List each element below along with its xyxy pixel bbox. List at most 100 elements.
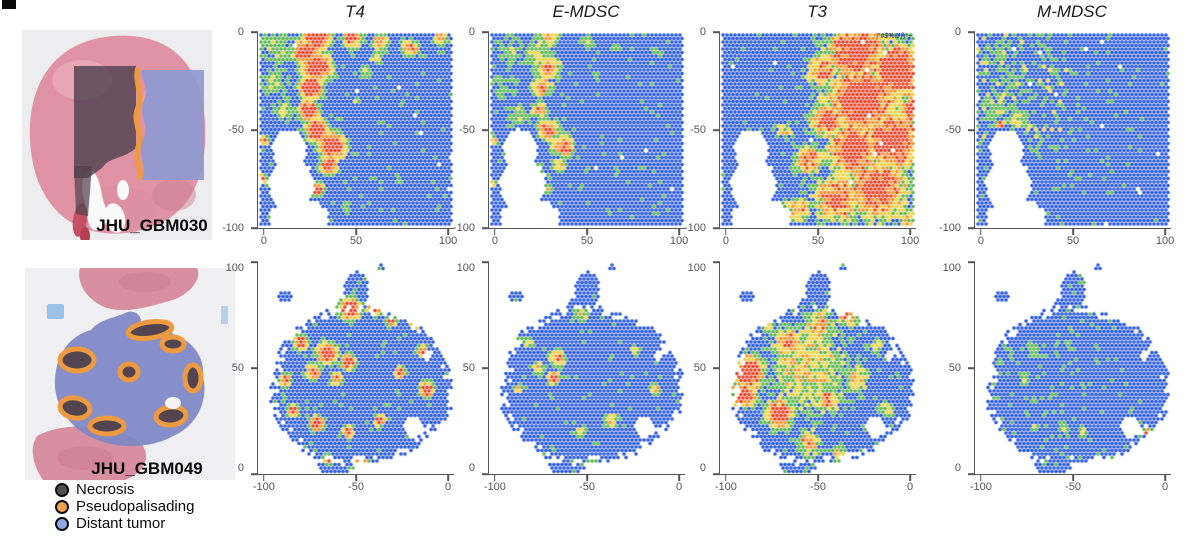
axis-tick	[1164, 474, 1166, 481]
y-tick-label: 100	[942, 262, 961, 275]
x-axis: 0 50 100	[975, 235, 1174, 253]
axis-tick	[725, 474, 727, 481]
pseudopalisading-dot-icon	[55, 499, 69, 514]
x-tick-label: 100	[438, 235, 458, 247]
x-axis: -100 -50 0	[484, 481, 685, 499]
histology-image-gbm030: JHU_GBM030	[22, 30, 212, 240]
axis-tick	[968, 367, 975, 369]
y-axis: 0 -50 -100	[937, 26, 969, 234]
x-axis: -100 -50 0	[970, 481, 1171, 499]
plot-annotation: !"#$%&'()*+	[876, 33, 912, 40]
heatmap-gbm030-t4	[258, 32, 454, 228]
y-tick-label: -100	[683, 222, 706, 234]
axis-tick	[678, 474, 680, 481]
histology-image-gbm049: JHU_GBM049	[25, 268, 235, 480]
x-tick-label: -100	[483, 481, 506, 493]
plot-gbm049-t3: 100 50 0 -100 -50 0	[688, 261, 916, 493]
pseudopalisading-band	[133, 67, 143, 182]
axis-tick	[725, 228, 727, 235]
x-tick-label: 100	[900, 235, 920, 247]
axis-tick	[586, 474, 588, 481]
y-tick-label: -50	[228, 124, 244, 136]
axis-tick	[968, 473, 975, 475]
x-tick-label: -100	[252, 481, 275, 493]
axis-tick	[494, 474, 496, 481]
axis-tick	[968, 261, 975, 263]
y-axis: 0 -50 -100	[220, 26, 252, 234]
plot-gbm030-t3: !"#$%&'()*+ 0 -50 -100 0 50 100	[684, 26, 919, 247]
y-tick-label: 50	[948, 362, 961, 374]
axis-tick	[713, 227, 720, 229]
axis-tick	[909, 474, 911, 481]
axis-tick	[494, 228, 496, 235]
axis-tick	[817, 474, 819, 481]
x-tick-label: 0	[676, 481, 683, 493]
legend-label: Pseudopalisading	[76, 498, 195, 515]
heatmap-gbm049-e-mdsc	[489, 262, 685, 474]
plot-gbm049-e-mdsc: 100 50 0 -100 -50 0	[457, 261, 685, 493]
x-tick-label: 50	[1066, 235, 1080, 247]
x-tick-label: 50	[811, 235, 825, 247]
y-tick-label: -100	[938, 222, 961, 234]
axis-tick	[482, 227, 489, 229]
legend-item-pseudopalisading: Pseudopalisading	[55, 498, 194, 515]
heatmap-gbm049-t4	[258, 262, 454, 474]
distant-tumor-region	[140, 70, 204, 180]
column-title-m-mdsc: M-MDSC	[1037, 2, 1107, 21]
y-tick-label: 0	[468, 26, 475, 38]
heatmap-gbm030-e-mdsc	[489, 32, 685, 228]
necrosis-region	[74, 66, 136, 178]
axis-tick	[482, 31, 489, 33]
sample-label-gbm030: JHU_GBM030	[96, 216, 208, 235]
legend-item-distant-tumor: Distant tumor	[55, 515, 194, 532]
x-tick-label: 0	[445, 481, 452, 493]
y-tick-label: 0	[237, 26, 244, 38]
y-tick-label: 50	[462, 362, 475, 374]
x-tick-label: 0	[722, 235, 729, 247]
axis-tick	[251, 473, 258, 475]
y-tick-label: 0	[954, 461, 961, 474]
axis-tick	[263, 228, 265, 235]
axis-tick	[713, 367, 720, 369]
x-axis: -100 -50 0	[715, 481, 916, 499]
axis-tick	[1164, 228, 1166, 235]
x-axis: -100 -50 0	[253, 481, 454, 499]
plot-gbm030-e-mdsc: 0 -50 -100 0 50 100	[453, 26, 688, 247]
axis-tick	[909, 228, 911, 235]
distant-tumor-square	[47, 304, 64, 319]
plot-gbm049-m-mdsc: 100 50 0 -100 -50 0	[943, 261, 1171, 493]
axis-tick	[968, 129, 975, 131]
y-tick-label: 100	[687, 262, 706, 275]
heatmap-gbm030-t3	[720, 32, 916, 228]
y-axis: 100 50 0	[682, 262, 714, 474]
axis-tick	[980, 474, 982, 481]
legend-label: Necrosis	[76, 481, 135, 498]
x-tick-label: 0	[491, 235, 498, 247]
y-axis: 100 50 0	[937, 262, 969, 474]
heatmap-gbm049-t3	[720, 262, 916, 474]
x-tick-label: 100	[669, 235, 689, 247]
y-tick-label: -50	[945, 124, 961, 136]
sample-label-gbm049: JHU_GBM049	[91, 459, 203, 478]
y-tick-label: -50	[690, 124, 706, 136]
axis-tick	[447, 228, 449, 235]
legend-label: Distant tumor	[76, 515, 166, 532]
axis-tick	[251, 367, 258, 369]
heatmap-gbm030-m-mdsc	[975, 32, 1171, 228]
axis-tick	[968, 31, 975, 33]
plot-gbm049-t4: 100 50 0 -100 -50 0	[226, 261, 454, 493]
y-tick-label: -50	[459, 124, 475, 136]
y-tick-label: 100	[456, 262, 475, 275]
column-title-e-mdsc: E-MDSC	[552, 2, 620, 21]
axis-tick	[482, 261, 489, 263]
axis-tick	[263, 474, 265, 481]
distant-tumor-dot-icon	[55, 516, 69, 531]
x-axis: 0 50 100	[489, 235, 689, 253]
axis-tick	[355, 474, 357, 481]
tissue-legend: Necrosis Pseudopalisading Distant tumor	[55, 481, 194, 532]
y-axis: 0 -50 -100	[682, 26, 714, 234]
panel-letter-fragment	[2, 0, 16, 9]
x-tick-label: -100	[714, 481, 737, 493]
axis-tick	[355, 228, 357, 235]
